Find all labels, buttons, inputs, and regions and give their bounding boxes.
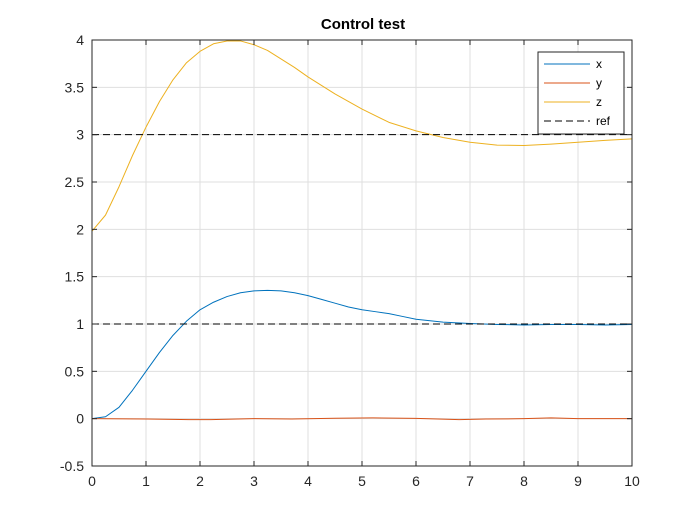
axes-box: [91, 39, 633, 467]
y-tick-label: 3: [76, 127, 84, 143]
x-tick-label: 9: [574, 473, 582, 489]
x-tick-label: 1: [142, 473, 150, 489]
series-line-z: [91, 40, 633, 232]
y-tick-label: 4: [76, 32, 84, 48]
legend-label-ref: ref: [596, 114, 611, 128]
x-tick-label: 6: [412, 473, 420, 489]
y-tick-label: 0.5: [65, 363, 85, 379]
x-tick-label: 3: [250, 473, 258, 489]
x-tick-label: 4: [304, 473, 312, 489]
series-lines: [91, 40, 633, 421]
series-line-y: [91, 417, 632, 421]
x-tick-label: 7: [466, 473, 474, 489]
x-tick-label: 10: [624, 473, 640, 489]
legend-box: [537, 51, 625, 135]
y-tick-label: 2: [76, 221, 84, 237]
y-tick-label: 0: [76, 411, 84, 427]
y-tick-label: 1: [76, 316, 84, 332]
tick-labels: 0 1 2 3 4 5 6 7 8 9 10-0.500.511.522.533.54: [60, 32, 640, 489]
legend-label-z: z: [596, 95, 602, 109]
y-tick-label: 2.5: [65, 174, 85, 190]
x-tick-label: 0: [88, 473, 96, 489]
y-tick-label: 3.5: [65, 79, 85, 95]
legend: xyz ref: [537, 51, 625, 135]
x-tick-label: 8: [520, 473, 528, 489]
chart-title: Control test: [321, 16, 405, 33]
legend-label-y: y: [596, 76, 602, 90]
x-tick-label: 5: [358, 473, 366, 489]
legend-label-x: x: [596, 57, 602, 71]
y-tick-label: -0.5: [60, 458, 84, 474]
x-tick-label: 2: [196, 473, 204, 489]
y-tick-label: 1.5: [65, 269, 85, 285]
